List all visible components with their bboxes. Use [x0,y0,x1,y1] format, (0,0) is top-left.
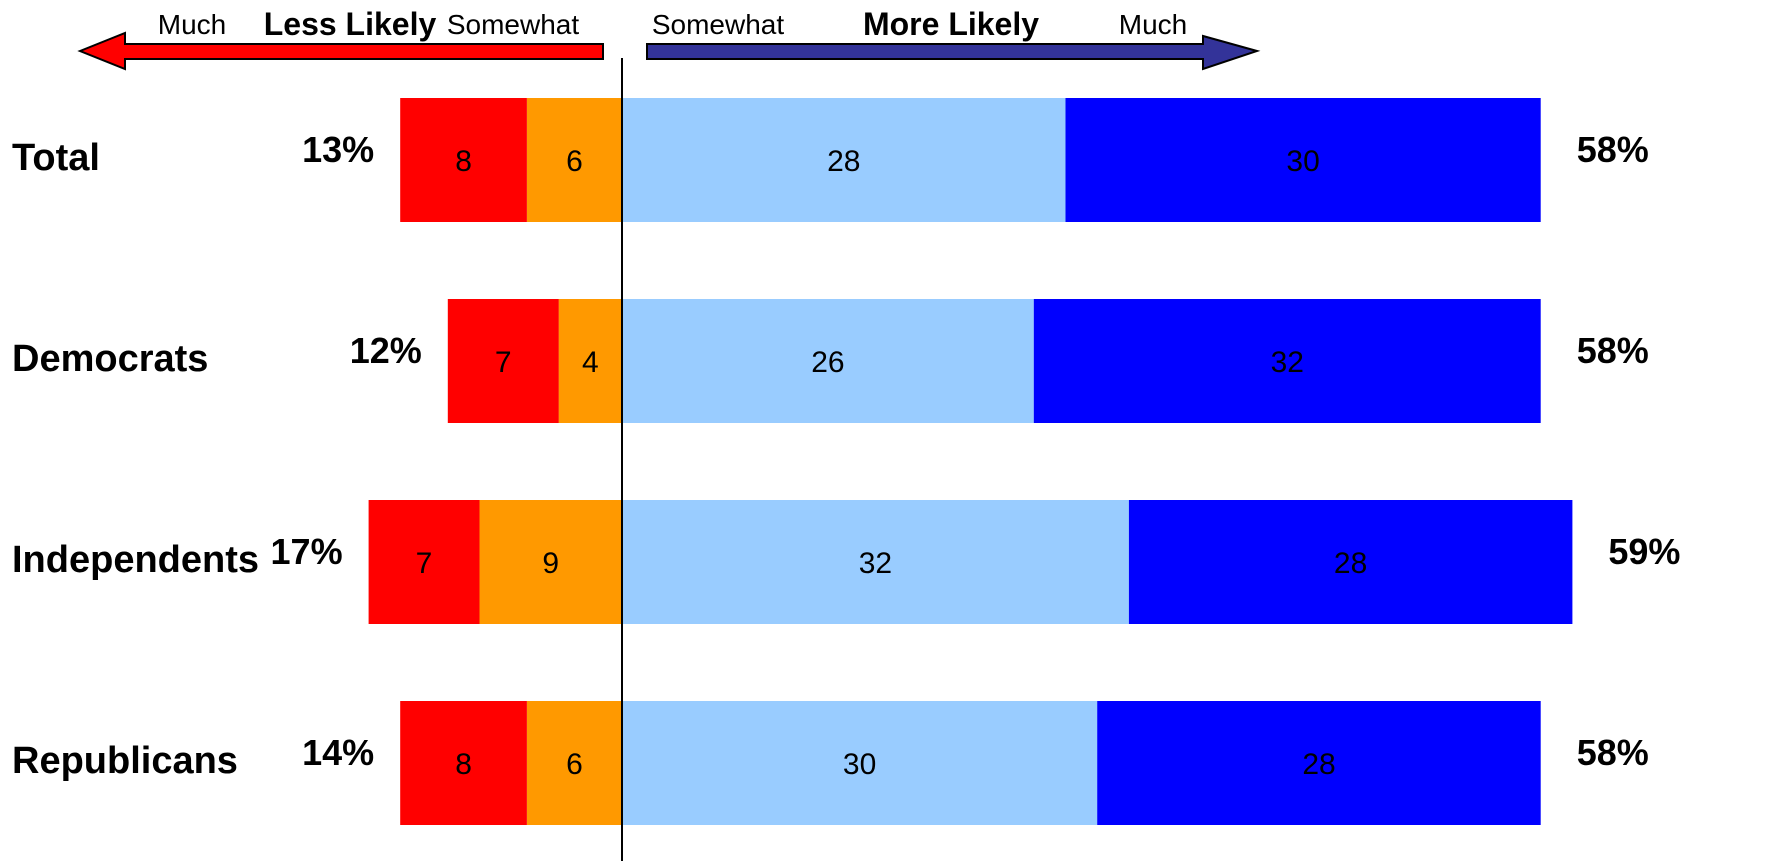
total-less-likely-independents: 17% [271,531,343,572]
bar-label-independents-more-much: 28 [1334,547,1367,580]
bar-republicans-less-somewhat [527,701,622,825]
bar-democrats-less-somewhat [558,299,622,423]
bar-label-democrats-more-somewhat: 26 [811,346,844,379]
legend-more-much: Much [1119,9,1187,40]
bar-independents-more-somewhat [622,500,1129,624]
total-more-likely-republicans: 58% [1577,732,1649,773]
legend-more-title: More Likely [863,6,1039,42]
bar-democrats-more-somewhat [622,299,1034,423]
bar-republicans-less-much [400,701,527,825]
total-less-likely-total: 13% [302,129,374,170]
bar-independents-less-much [368,500,480,624]
legend-more-likely: Somewhat More Likely Much [646,6,1261,71]
legend-less-somewhat: Somewhat [447,9,580,40]
bar-label-republicans-more-much: 28 [1302,748,1335,781]
category-label-republicans: Republicans [12,740,238,782]
category-label-democrats: Democrats [12,338,208,380]
total-less-likely-democrats: 12% [350,330,422,371]
bar-republicans-more-much [1097,701,1541,825]
bar-label-republicans-more-somewhat: 30 [843,748,876,781]
legend-less-much: Much [158,9,226,40]
bar-label-democrats-less-somewhat: 4 [582,346,599,379]
bar-label-total-less-somewhat: 6 [566,145,583,178]
bar-independents-more-much [1128,500,1573,624]
total-more-likely-independents: 59% [1608,531,1680,572]
legend-less-likely: Much Less Likely Somewhat [77,6,604,71]
bar-total-less-much [400,98,527,222]
bar-label-democrats-less-much: 7 [495,346,512,379]
category-label-independents: Independents [12,539,259,581]
bar-label-total-less-much: 8 [455,145,472,178]
legend-less-title: Less Likely [264,6,437,42]
bar-democrats-more-much [1033,299,1541,423]
total-less-likely-republicans: 14% [302,732,374,773]
bar-democrats-less-much [447,299,559,423]
bar-label-democrats-more-much: 32 [1271,346,1304,379]
category-label-total: Total [12,137,100,179]
right-arrow-icon [646,34,1261,71]
bar-total-more-somewhat [622,98,1066,222]
bar-label-independents-more-somewhat: 32 [859,547,892,580]
bar-label-republicans-less-much: 8 [455,748,472,781]
bar-independents-less-somewhat [479,500,622,624]
bar-label-independents-less-somewhat: 9 [542,547,559,580]
bar-label-independents-less-much: 7 [416,547,433,580]
bar-republicans-more-somewhat [622,701,1098,825]
bar-label-total-more-much: 30 [1286,145,1319,178]
left-arrow-icon [77,31,604,71]
bar-label-total-more-somewhat: 28 [827,145,860,178]
legend-more-somewhat: Somewhat [652,9,785,40]
bar-label-republicans-less-somewhat: 6 [566,748,583,781]
bar-rows: 6 8 28 30 Total 13% 58% 4 7 26 32 Democrats 12% 58% 9 7… [12,98,1680,825]
total-more-likely-total: 58% [1577,129,1649,170]
bar-total-less-somewhat [527,98,622,222]
bar-total-more-much [1065,98,1541,222]
total-more-likely-democrats: 58% [1577,330,1649,371]
